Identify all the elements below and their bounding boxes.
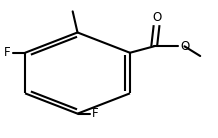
Text: O: O bbox=[181, 40, 190, 53]
Text: F: F bbox=[92, 107, 99, 120]
Text: F: F bbox=[4, 46, 10, 59]
Text: O: O bbox=[152, 10, 161, 24]
